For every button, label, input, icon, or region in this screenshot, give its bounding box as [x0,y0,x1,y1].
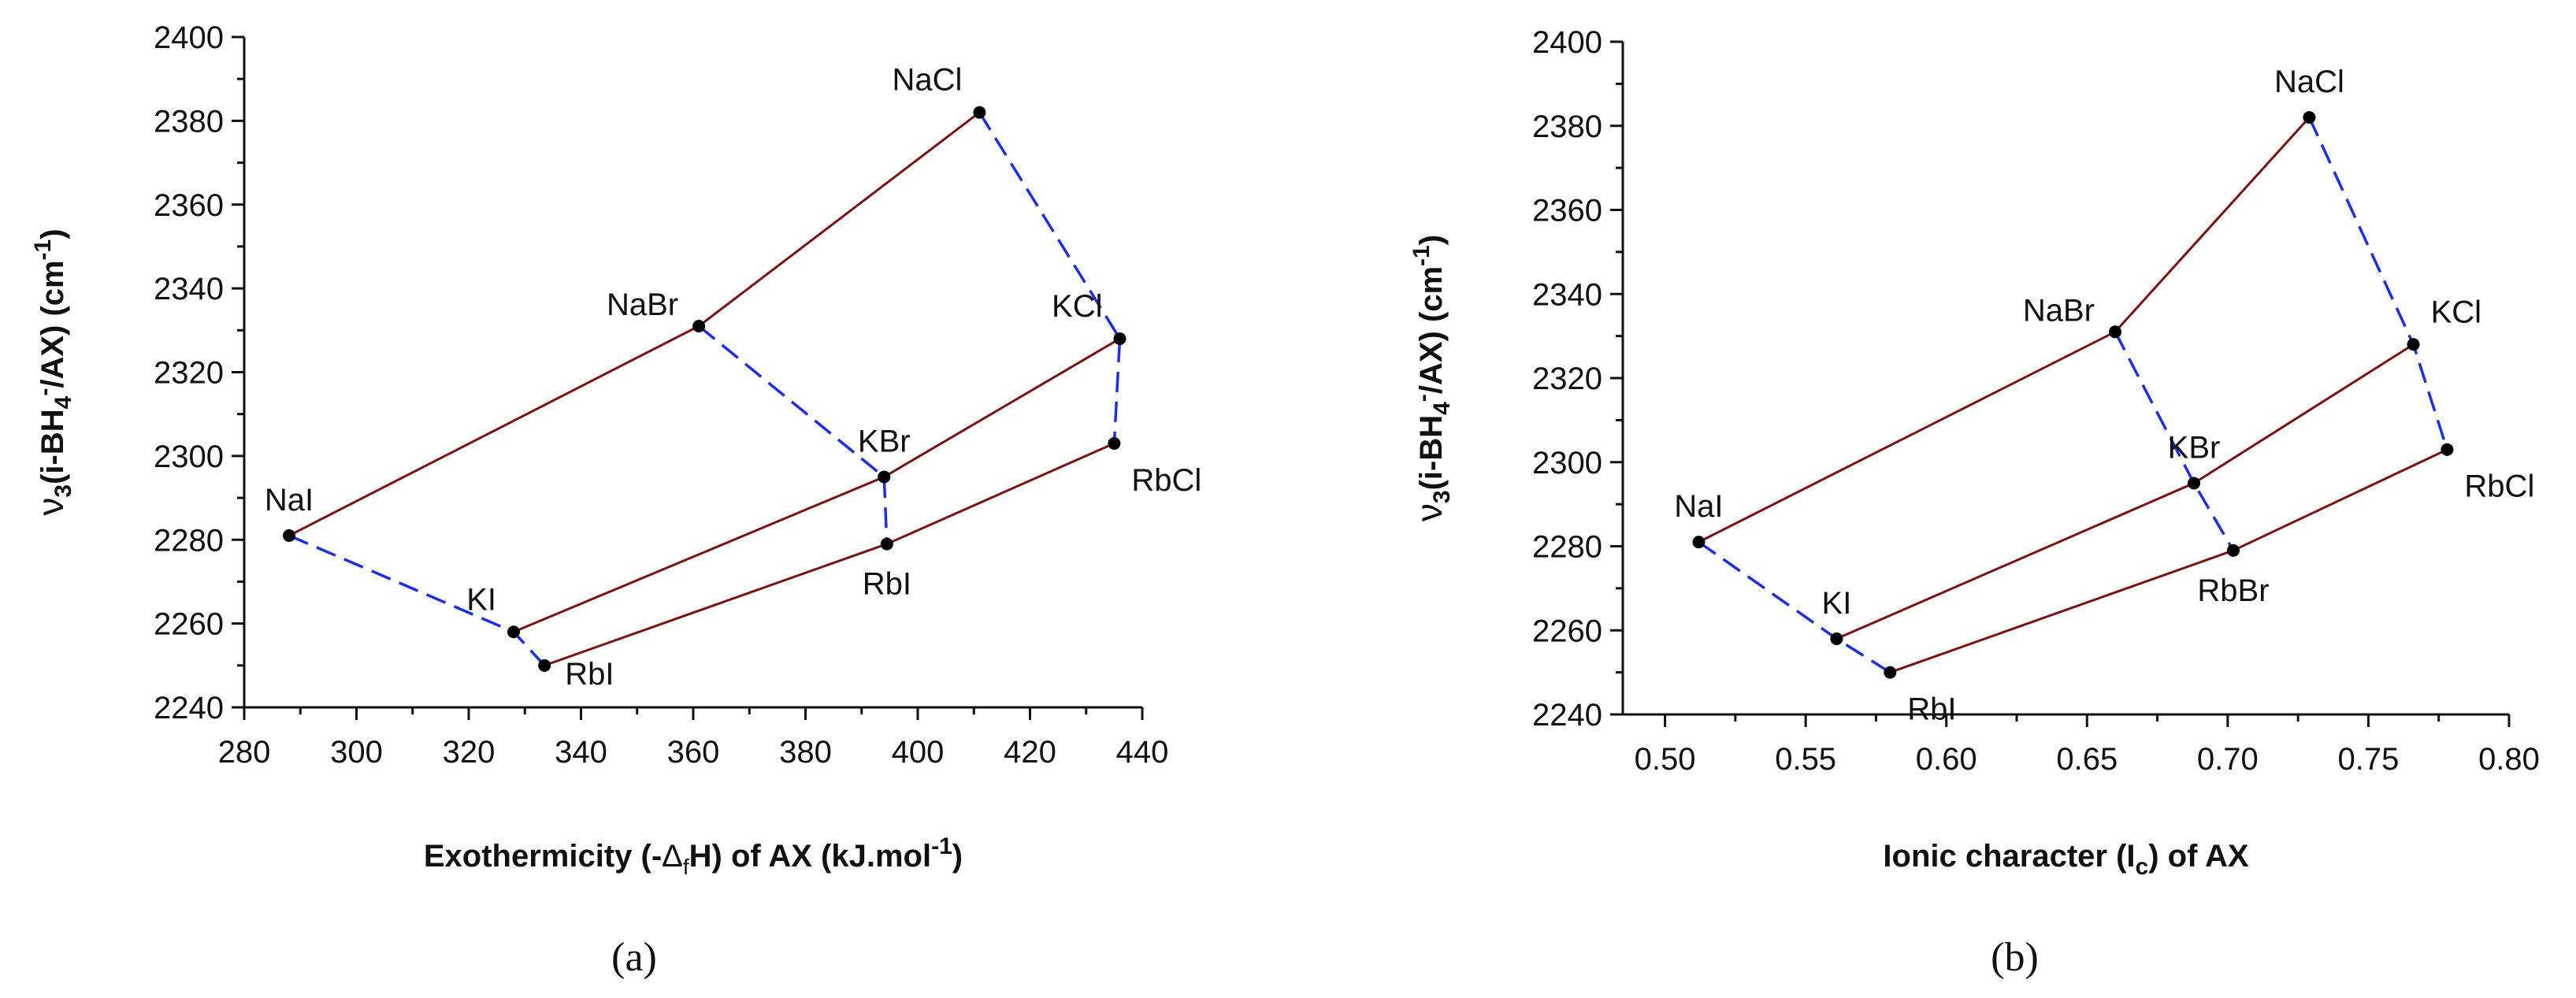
dashed-line-br [2114,331,2235,551]
point-label-nabr: NaBr [607,288,678,322]
data-point-nai [283,529,295,542]
dashed-line-i [1698,540,1891,674]
point-label-nacl: NaCl [2274,65,2344,99]
data-point-nabr [692,319,706,332]
y-tick-label: 2300 [154,440,224,474]
x-axis-title: Ionic character (Ic) of AX [1883,839,2249,880]
point-label-rbcl: RbCl [1131,463,1201,498]
data-point-kcl [1113,332,1127,345]
y-tick-label: 2400 [1532,25,1602,60]
y-tick-label: 2280 [154,523,224,558]
data-point-nai [1692,536,1706,549]
dashed-line-br [698,325,889,544]
y-tick-label: 2360 [154,188,224,223]
y-tick-label: 2320 [1532,362,1602,396]
y-tick-label: 2240 [154,691,224,725]
x-tick-label: 0.75 [2337,742,2399,777]
y-tick-label: 2400 [154,20,224,55]
data-point-kcl [2407,338,2420,351]
point-label-kcl: KCl [1052,289,1102,324]
y-tick-label: 2260 [1532,614,1602,648]
x-tick-label: 0.65 [2056,742,2118,777]
point-label-rbcl: RbCl [2464,469,2534,504]
dashed-line-cl [978,111,1122,444]
x-tick-label: 300 [330,735,383,770]
point-label-nai: NaI [1674,489,1723,524]
chart-panel-a: 2240 2260 2280 2300 2320 2340 2360 2380 2400 280 3… [30,20,1201,980]
series-line-rb [544,442,1115,667]
data-point-kbr [2188,477,2200,490]
series-line-na [1698,117,2311,544]
x-tick-label: 0.70 [2197,742,2259,777]
panel-label-b: (b) [1991,935,2039,980]
panel-label-a: (a) [611,935,657,980]
point-label-kcl: KCl [2431,295,2481,329]
y-tick-label: 2320 [154,356,224,391]
x-tick-label: 400 [892,735,945,770]
point-label-kbr: KBr [858,424,911,458]
x-tick-label: 340 [555,735,607,770]
point-label-rbbr: RbBr [2197,573,2269,608]
y-tick-label: 2360 [1532,194,1602,228]
data-point-ki [1830,632,1843,645]
y-tick-label: 2280 [1532,530,1602,565]
x-axis-title: Exothermicity (-ΔfH) of AX (kJ.mol-1) [424,833,963,879]
y-tick-label: 2340 [1532,277,1602,312]
y-tick-label: 2340 [154,272,224,306]
y-tick-label: 2260 [154,607,224,642]
point-label-ki: KI [466,582,496,617]
x-tick-label: 0.80 [2478,742,2540,777]
series-line-k [1835,343,2415,640]
data-point-rbi [1884,666,1897,679]
y-axis-title: ν3(i-BH4-/AX) (cm-1) [30,228,76,515]
data-point-rbbr [2227,544,2240,557]
y-tick-label: 2380 [1532,109,1602,144]
x-tick-label: 320 [443,735,496,770]
y-axis-title: ν3(i-BH4-/AX) (cm-1) [1409,235,1455,521]
dashed-line-i [288,534,546,666]
series-line-k [513,337,1121,633]
chart-panel-b: 2240 2260 2280 2300 2320 2340 2360 2380 2400 0.50… [1409,25,2540,980]
data-point-ki [507,625,520,639]
y-tick-label: 2380 [154,104,224,139]
x-tick-label: 0.60 [1916,742,1977,777]
data-point-kbr [878,470,891,484]
series-line-na [288,111,981,537]
x-tick-label: 0.55 [1775,742,1836,777]
data-point-rbcl [1108,436,1121,450]
point-label-nabr: NaBr [2023,293,2095,328]
data-point-nacl [973,106,986,119]
series-line-rb [1889,448,2448,674]
x-tick-label: 280 [218,735,271,770]
data-point-rbi [880,537,893,551]
data-point-rbcl [2441,443,2454,456]
x-tick-label: 420 [1004,735,1056,770]
point-label-rbi: RbI [863,567,911,602]
y-tick-label: 2240 [1532,698,1602,733]
x-tick-label: 440 [1116,735,1169,770]
data-point-rbi [538,659,551,672]
x-tick-label: 380 [779,735,832,770]
point-label-nai: NaI [265,483,314,518]
point-label-ki: KI [1822,586,1852,621]
point-label-nacl: NaCl [892,63,962,98]
point-label-rbi: RbI [1907,692,1956,727]
x-tick-label: 0.50 [1635,742,1696,777]
point-label-kbr: KBr [2168,430,2221,465]
data-point-nacl [2303,111,2316,124]
data-point-nabr [2109,325,2121,339]
x-tick-label: 360 [667,735,720,770]
dashed-line-cl [2307,117,2449,451]
y-tick-label: 2300 [1532,446,1602,480]
point-label-rbi: RbI [565,657,614,692]
